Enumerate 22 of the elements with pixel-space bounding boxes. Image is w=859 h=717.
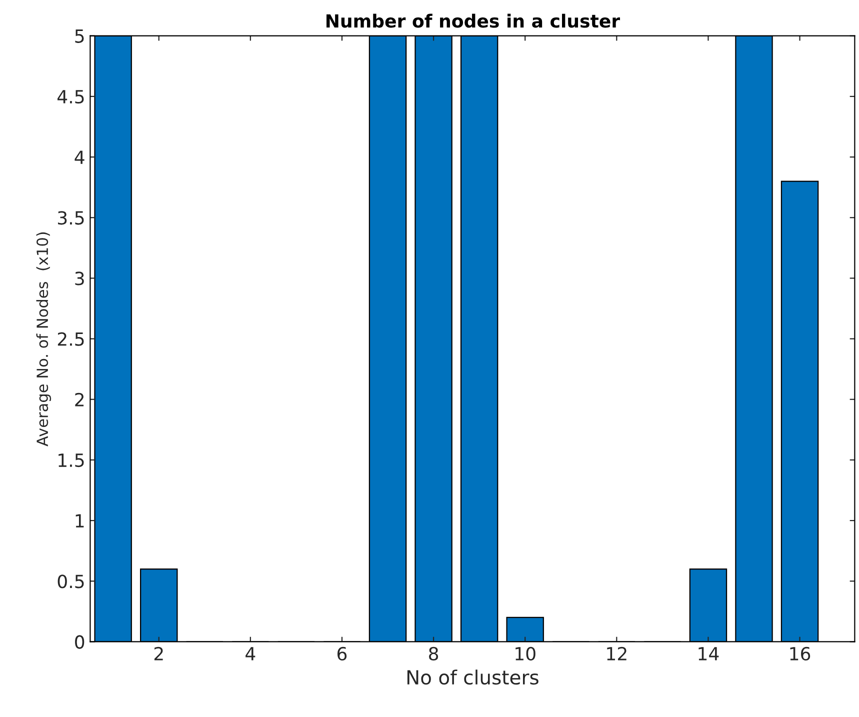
y-axis-title: Average No. of Nodes (x10) (36, 232, 52, 446)
y-tick-label: 1 (76, 514, 84, 528)
y-tick-label: 2 (75, 392, 84, 406)
y-tick-label: 4 (74, 150, 84, 164)
y-tick-label: 1.5 (58, 454, 84, 468)
x-tick-label: 16 (790, 646, 810, 661)
y-tick-label: 3.5 (58, 211, 84, 225)
x-tick-label: 14 (698, 647, 719, 660)
x-tick-label: 12 (607, 646, 626, 660)
y-tick-label: 0 (75, 635, 84, 649)
x-tick-label: 6 (337, 646, 347, 661)
x-tick-label: 10 (516, 646, 536, 661)
x-tick-label: 2 (154, 646, 163, 660)
x-axis-title: No of clusters (407, 670, 538, 685)
y-tick-label: 5 (75, 30, 84, 43)
y-tick-label: 2.5 (58, 332, 84, 346)
y-tick-label: 3 (75, 272, 84, 286)
x-tick-label: 4 (246, 647, 256, 660)
y-tick-label: 4.5 (58, 90, 84, 104)
x-tick-label: 8 (429, 646, 438, 661)
chart-title: Number of nodes in a cluster (326, 14, 620, 28)
y-tick-label: 0.5 (58, 574, 84, 588)
